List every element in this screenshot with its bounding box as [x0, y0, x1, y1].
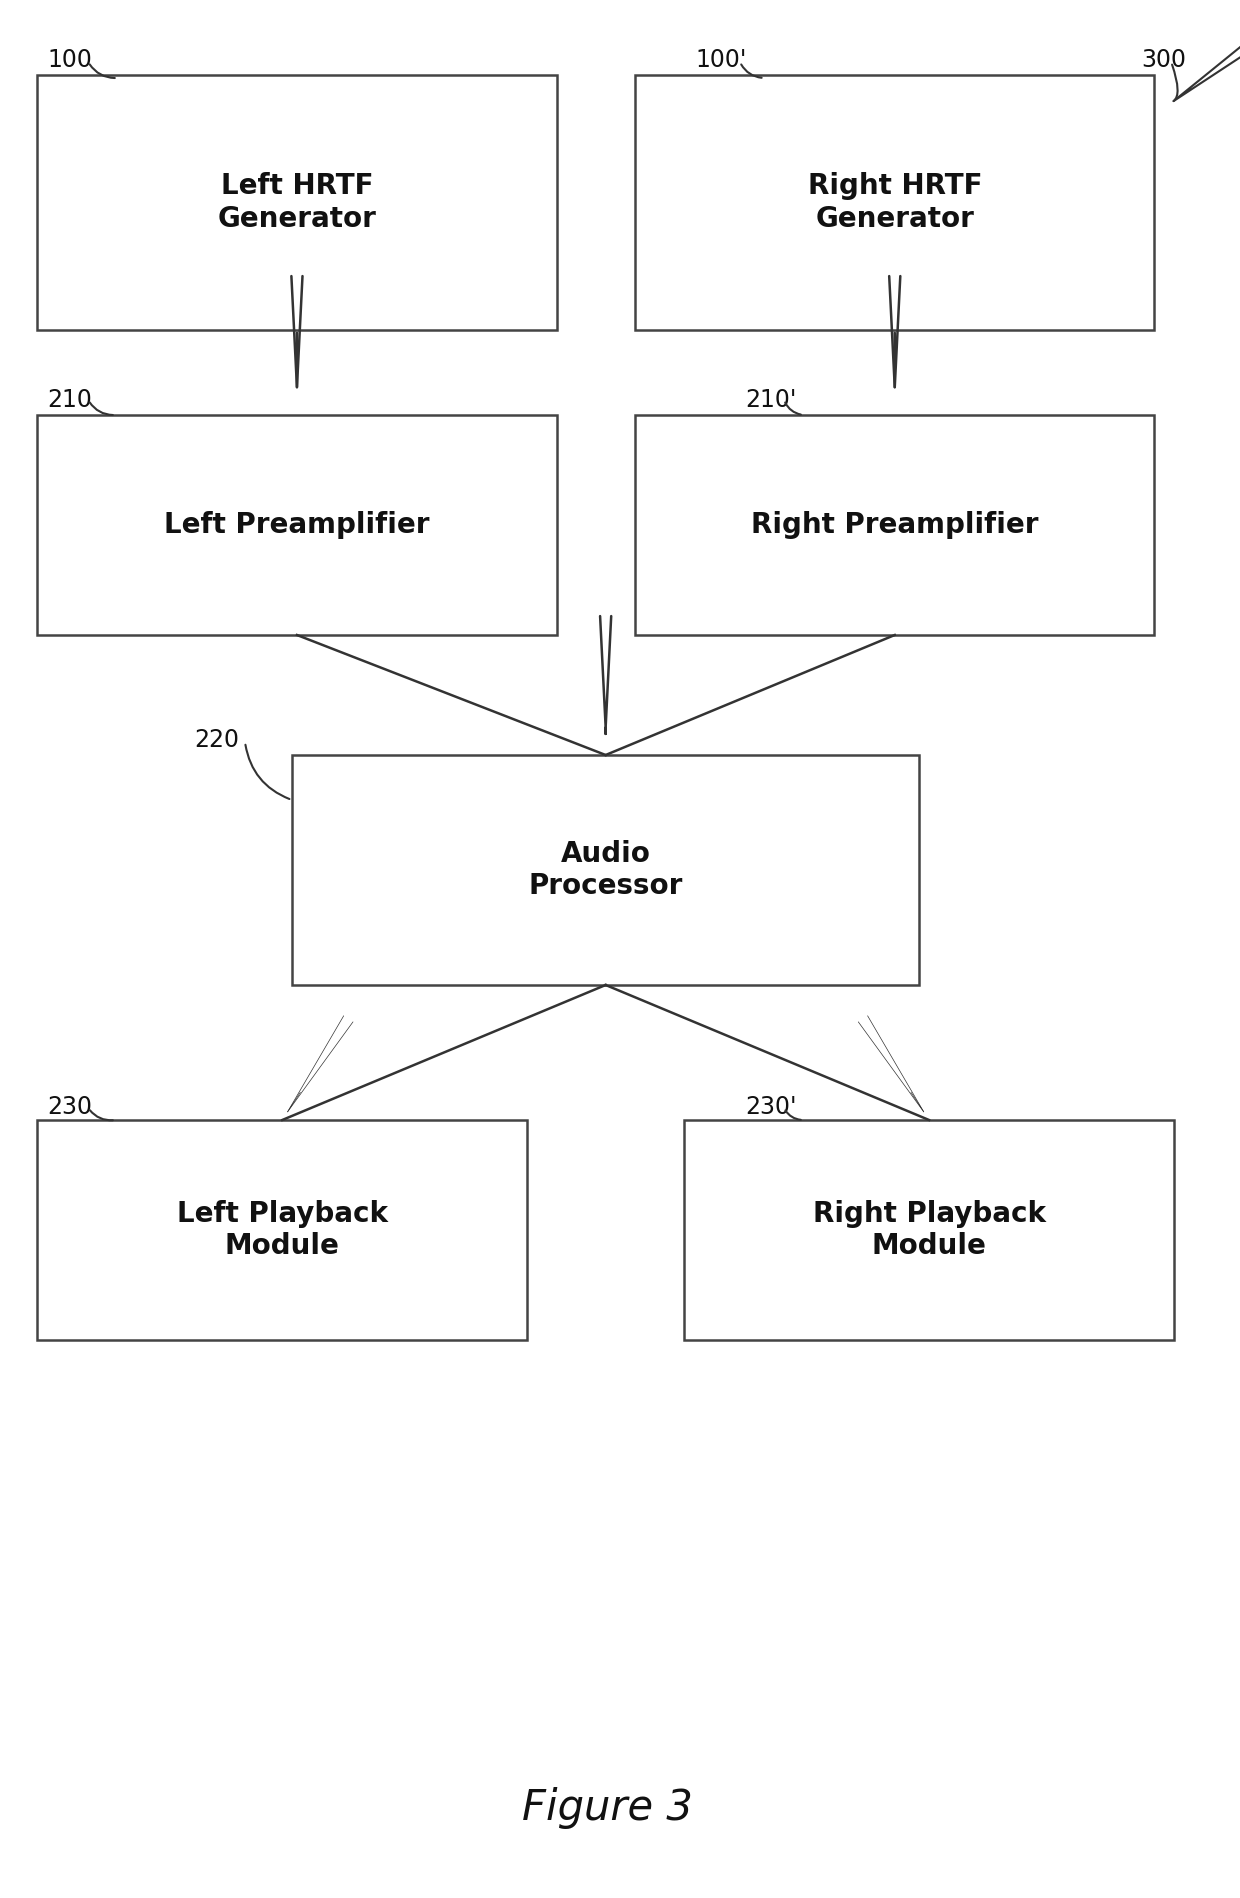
Text: 220: 220: [193, 729, 239, 752]
Text: 100': 100': [696, 47, 748, 72]
Text: Figure 3: Figure 3: [522, 1788, 693, 1830]
Bar: [37, 416, 557, 636]
Text: 210': 210': [745, 387, 796, 412]
Text: Left Playback
Module: Left Playback Module: [177, 1200, 388, 1260]
Text: Right Preamplifier: Right Preamplifier: [751, 511, 1039, 539]
Bar: [635, 76, 1154, 330]
Bar: [37, 1120, 527, 1340]
Text: Left HRTF
Generator: Left HRTF Generator: [217, 173, 377, 233]
Text: 300: 300: [1142, 47, 1187, 72]
Bar: [635, 416, 1154, 636]
Text: 230': 230': [745, 1095, 796, 1120]
Text: Right Playback
Module: Right Playback Module: [812, 1200, 1045, 1260]
Text: 230: 230: [47, 1095, 92, 1120]
Text: Right HRTF
Generator: Right HRTF Generator: [807, 173, 982, 233]
Bar: [37, 76, 557, 330]
Text: 210: 210: [47, 387, 92, 412]
Bar: [293, 755, 919, 985]
Bar: [684, 1120, 1174, 1340]
Text: 100: 100: [47, 47, 92, 72]
Text: Audio
Processor: Audio Processor: [528, 839, 683, 900]
Text: Left Preamplifier: Left Preamplifier: [164, 511, 430, 539]
